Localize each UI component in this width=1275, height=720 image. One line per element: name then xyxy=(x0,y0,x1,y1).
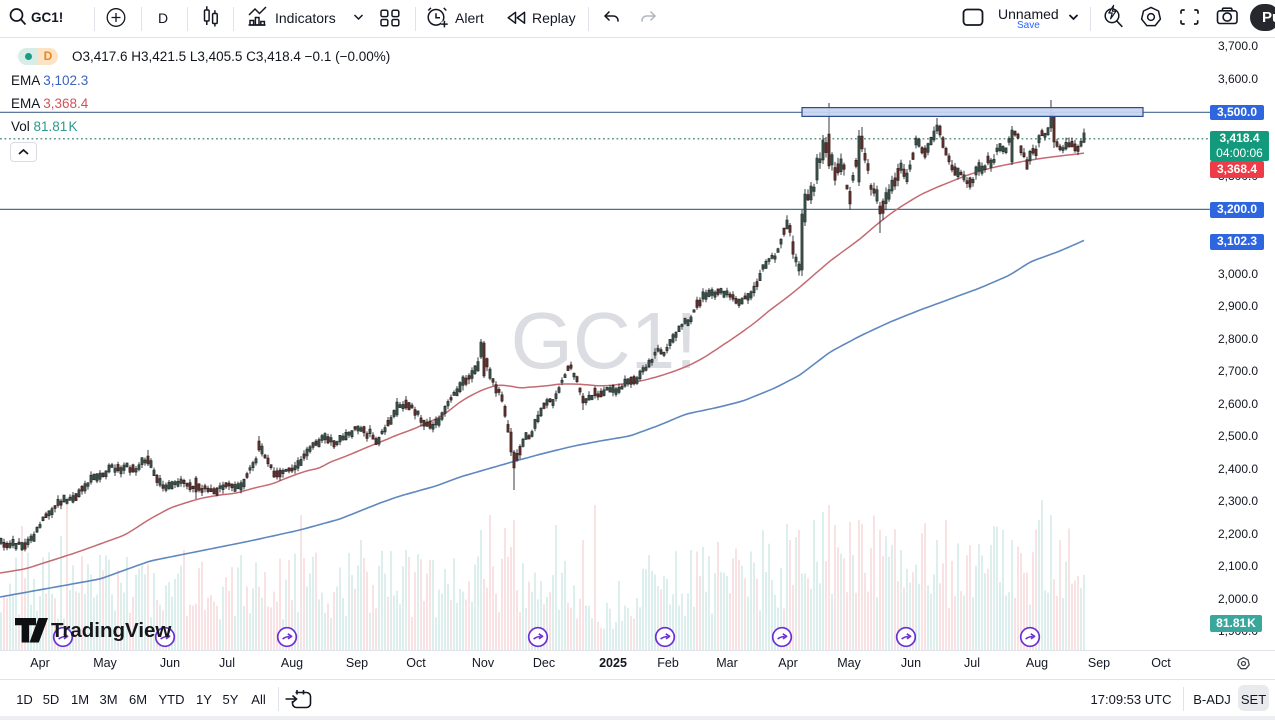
svg-text:GC1!: GC1! xyxy=(511,296,698,385)
svg-text:TradingView: TradingView xyxy=(51,619,171,642)
